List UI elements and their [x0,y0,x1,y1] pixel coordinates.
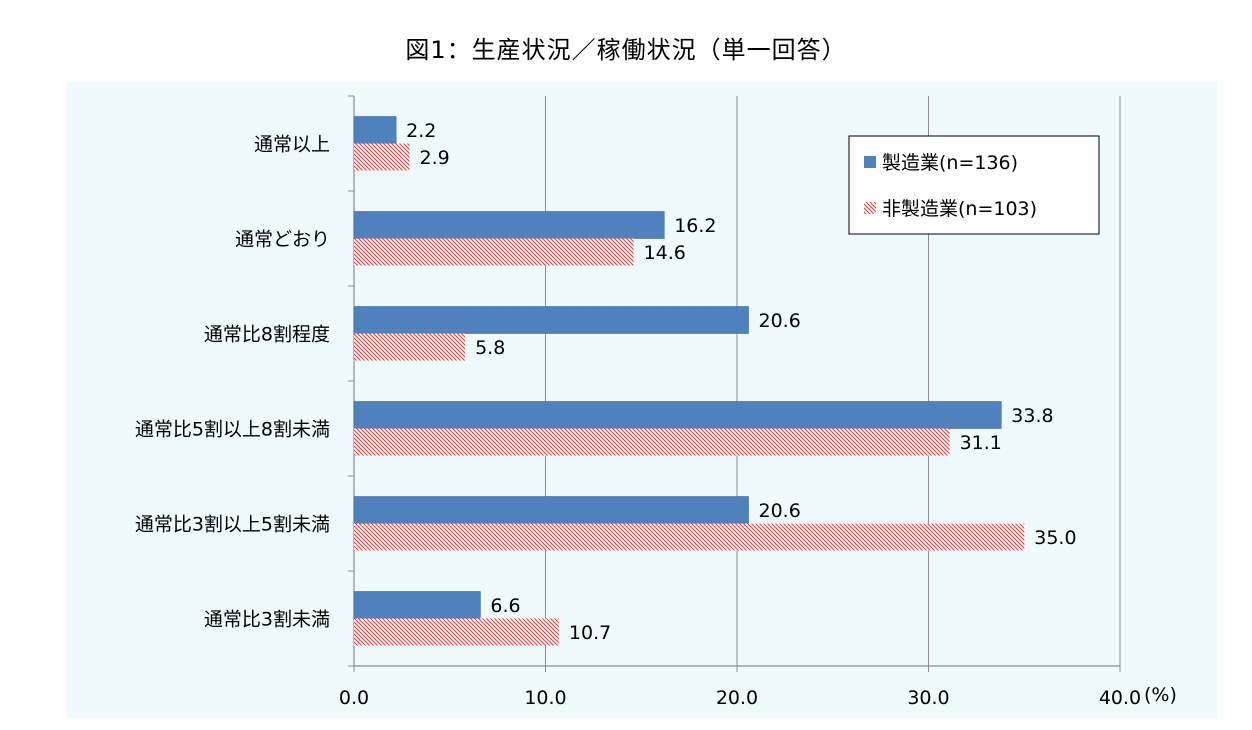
data-label: 20.6 [758,310,800,332]
x-tick-label: 30.0 [907,687,949,709]
x-tick-label: 40.0 [1099,687,1141,709]
bar-non-manufacturing [354,143,410,171]
category-label: 通常以上 [254,134,330,156]
bar-non-manufacturing [354,523,1025,551]
bar-manufacturing [353,496,749,524]
data-label: 20.6 [758,500,800,522]
category-label: 通常比5割以上8割未満 [135,419,330,441]
legend-box [848,135,1100,235]
chart-title: 図1：生産状況／稼働状況（単一回答） [405,36,847,64]
bar-manufacturing [353,591,481,619]
data-label: 10.7 [569,622,611,644]
bar-non-manufacturing [354,428,950,456]
x-tick-label: 0.0 [339,687,369,709]
category-label: 通常比8割程度 [204,324,330,346]
bar-non-manufacturing [354,618,559,646]
data-label: 2.2 [406,120,436,142]
data-label: 31.1 [960,432,1002,454]
data-label: 16.2 [674,215,716,237]
data-label: 33.8 [1011,405,1053,427]
bar-manufacturing [353,401,1002,429]
bar-manufacturing [353,211,665,239]
legend-swatch [864,202,876,214]
data-label: 5.8 [475,337,505,359]
bar-manufacturing [353,116,397,144]
legend-swatch [864,156,876,168]
data-label: 14.6 [644,242,686,264]
category-label: 通常比3割未満 [204,609,330,631]
category-label: 通常比3割以上5割未満 [135,514,330,536]
data-label: 35.0 [1034,527,1076,549]
bar-non-manufacturing [354,238,634,266]
unit-label: (%) [1144,684,1177,706]
legend-label: 製造業(n=136) [882,152,1018,174]
category-label: 通常どおり [235,229,330,251]
bar-non-manufacturing [354,333,466,361]
x-tick-label: 20.0 [716,687,758,709]
data-label: 6.6 [490,595,520,617]
x-tick-label: 10.0 [524,687,566,709]
bar-manufacturing [353,306,749,334]
data-label: 2.9 [420,147,450,169]
legend-label: 非製造業(n=103) [882,198,1037,220]
